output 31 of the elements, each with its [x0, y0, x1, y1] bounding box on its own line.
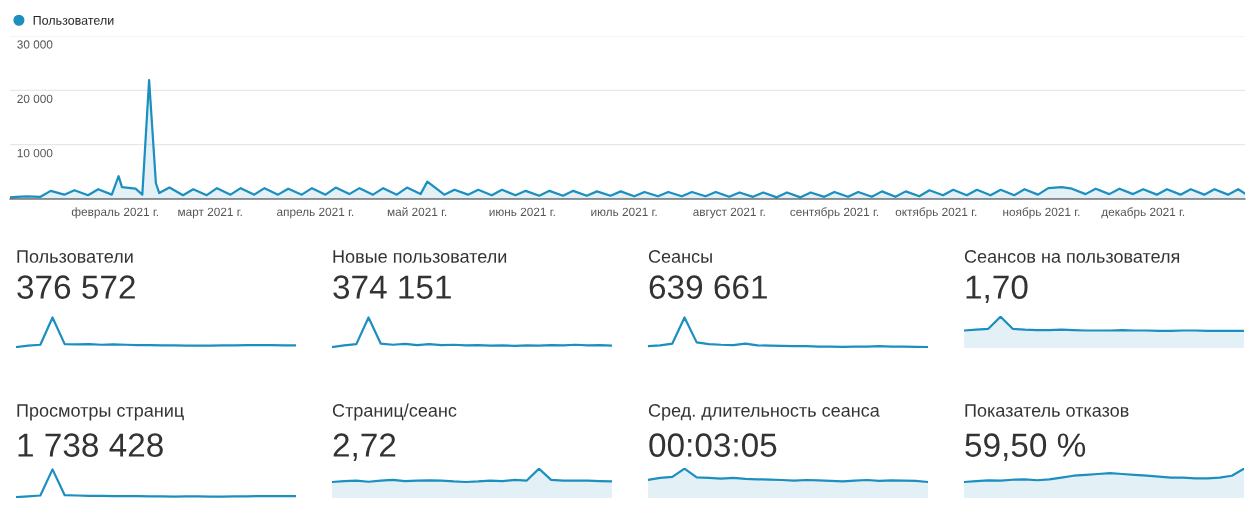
chart-title: Сеансы	[648, 250, 712, 263]
chart-title: Страниц/сеанс	[332, 403, 457, 421]
x-tick-label: март 2021 г.	[178, 207, 242, 219]
x-tick-label: июль 2021 г.	[591, 207, 657, 216]
y-tick-label: 10 000	[17, 148, 53, 158]
y-tick-label: 30 000	[17, 40, 53, 49]
chart-subtitle: 1 738 428	[18, 433, 163, 457]
x-tick-label: май 2021 г.	[387, 207, 447, 216]
x-tick-label: апрель 2021 г.	[277, 207, 354, 219]
chart-subtitle: 1,70	[966, 275, 1028, 303]
legend-label: Пользователи	[33, 16, 114, 25]
x-tick-label: декабрь 2021 г.	[1101, 207, 1185, 219]
chart-subtitle: 639 661	[649, 275, 767, 299]
chart-title: Сеансов на пользователя	[964, 250, 1180, 263]
x-tick-label: июнь 2021 г.	[489, 207, 555, 216]
chart-subtitle: 2,72	[333, 433, 396, 461]
x-tick-label: август 2021 г.	[693, 207, 765, 219]
chart-subtitle: 376 572	[17, 275, 135, 299]
chart-subtitle: 59,50 %	[965, 433, 1086, 461]
chart-title: Пользователи	[17, 250, 133, 263]
x-tick-label: ноябрь 2021 г.	[1003, 207, 1080, 219]
chart-title: Просмотры страниц	[17, 404, 184, 421]
chart-title: Новые пользователи	[333, 250, 507, 263]
chart-subtitle: 00:03:05	[649, 433, 777, 457]
chart-title: Сред. длительность сеанса	[648, 404, 880, 421]
x-tick-label: февраль 2021 г.	[71, 207, 158, 219]
chart-subtitle: 374 151	[333, 275, 451, 299]
x-tick-label: октябрь 2021 г.	[895, 207, 977, 219]
x-tick-label: сентябрь 2021 г.	[790, 207, 878, 219]
y-tick-label: 20 000	[17, 94, 53, 103]
chart-title: Показатель отказов	[965, 404, 1129, 417]
